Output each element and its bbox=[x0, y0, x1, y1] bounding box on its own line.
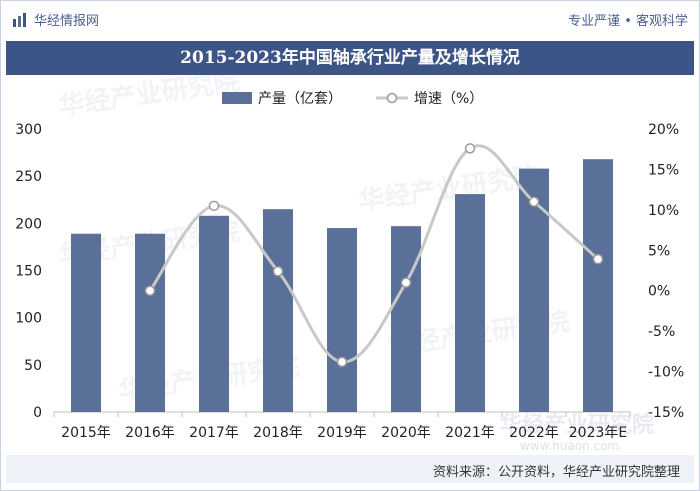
growth-point-2023年E bbox=[592, 253, 604, 265]
growth-point-2017年 bbox=[208, 200, 220, 212]
footer-bar: 资料来源：公开资料，华经产业研究院整理 bbox=[6, 455, 694, 483]
x-tick-label: 2020年 bbox=[381, 425, 431, 441]
chart-canvas: 华经产业研究院华经产业研究院华经产业研究院华经产业研究院华经产业研究院华经产业研… bbox=[15, 66, 684, 453]
legend-label-line: 增速（%） bbox=[414, 91, 483, 107]
y-right-tick-label: 0% bbox=[648, 284, 670, 300]
y-right-tick-label: 10% bbox=[648, 203, 679, 219]
bar-2017年 bbox=[199, 215, 229, 412]
growth-point-2019年 bbox=[336, 356, 348, 368]
bar-2021年 bbox=[455, 194, 485, 412]
header-bar: 华经情报网 专业严谨 • 客观科学 bbox=[6, 4, 694, 32]
y-left-tick-label: 300 bbox=[15, 122, 42, 138]
growth-line bbox=[148, 144, 600, 364]
bar-2018年 bbox=[263, 209, 293, 412]
bar-2019年 bbox=[327, 228, 357, 412]
y-left-tick-label: 100 bbox=[15, 311, 42, 327]
y-right-tick-label: 5% bbox=[648, 243, 670, 259]
y-right-tick-label: 15% bbox=[648, 162, 679, 178]
x-tick-label: 2015年 bbox=[61, 425, 111, 441]
y-left-tick-label: 50 bbox=[24, 358, 42, 374]
y-left-tick-label: 200 bbox=[15, 216, 42, 232]
watermark-text: 华经产业研究院 bbox=[500, 412, 654, 438]
x-tick-label: 2021年 bbox=[445, 425, 495, 441]
growth-point-2020年 bbox=[400, 277, 412, 288]
x-tick-label: 2018年 bbox=[253, 425, 303, 441]
bar-2015年 bbox=[71, 233, 101, 412]
x-tick-label: 2016年 bbox=[125, 425, 175, 441]
y-right-tick-label: -15% bbox=[648, 405, 684, 421]
y-left-tick-label: 0 bbox=[33, 405, 42, 421]
growth-point-2018年 bbox=[272, 266, 284, 277]
y-right-tick-label: -10% bbox=[648, 365, 684, 381]
brand-name: 华经情报网 bbox=[34, 14, 100, 29]
source-note: 资料来源：公开资料，华经产业研究院整理 bbox=[432, 465, 680, 480]
growth-point-2016年 bbox=[144, 285, 156, 296]
watermark-text: 华经产业研究院 bbox=[57, 66, 242, 122]
x-tick-label: 2022年 bbox=[509, 425, 559, 441]
legend-label-bar: 产量（亿套） bbox=[258, 91, 342, 107]
bar-2016年 bbox=[135, 233, 165, 412]
title-bar: 2015-2023年中国轴承行业产量及增长情况 bbox=[6, 41, 694, 75]
watermark-text: 华经产业研究院 bbox=[357, 161, 542, 217]
x-tick-label: 2017年 bbox=[189, 425, 239, 441]
legend-swatch-bar bbox=[222, 92, 252, 104]
x-tick-label: 2019年 bbox=[317, 425, 367, 441]
growth-point-2022年 bbox=[528, 196, 540, 208]
brand: 华经情报网 bbox=[12, 10, 99, 29]
watermark-url: www.huaon.com bbox=[520, 439, 619, 453]
y-right-tick-label: -5% bbox=[648, 324, 675, 340]
x-tick-label: 2023年E bbox=[569, 425, 627, 441]
tagline: 专业严谨 • 客观科学 bbox=[568, 14, 688, 29]
growth-point-2021年 bbox=[464, 143, 476, 154]
legend-swatch-marker bbox=[386, 92, 398, 104]
y-left-tick-label: 150 bbox=[15, 264, 42, 280]
brand-logo-icon bbox=[13, 12, 26, 27]
bar-2023年E bbox=[583, 159, 613, 412]
y-left-tick-label: 250 bbox=[15, 169, 42, 185]
chart-title: 2015-2023年中国轴承行业产量及增长情况 bbox=[180, 48, 520, 68]
y-right-tick-label: 20% bbox=[648, 122, 679, 138]
bar-2020年 bbox=[391, 226, 421, 412]
